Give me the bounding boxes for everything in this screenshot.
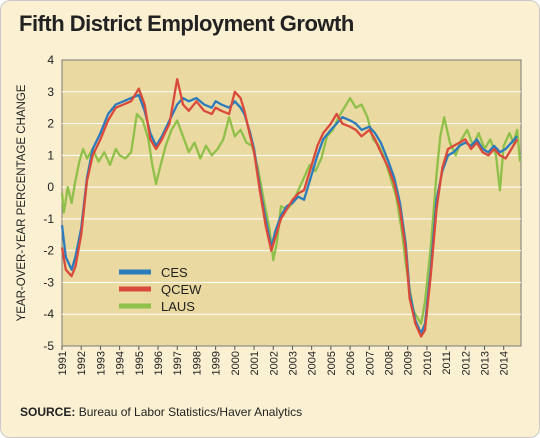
- x-tick-label: 2002: [268, 351, 280, 375]
- x-tick-label: 1992: [76, 351, 88, 375]
- x-tick-label: 2003: [287, 351, 299, 375]
- legend-label-qcew: QCEW: [161, 282, 202, 297]
- x-tick-label: 2004: [307, 351, 319, 375]
- y-tick-label: -1: [43, 212, 54, 226]
- y-tick-label: -3: [43, 275, 54, 289]
- y-tick-label: -2: [43, 244, 54, 258]
- x-tick-label: 1993: [95, 351, 107, 375]
- y-tick-label: -4: [43, 307, 54, 321]
- x-tick-label: 1996: [153, 351, 165, 375]
- x-tick-label: 2009: [403, 351, 415, 375]
- chart-title: Fifth District Employment Growth: [19, 11, 354, 36]
- x-tick-label: 2007: [364, 351, 376, 375]
- y-tick-label: -5: [43, 339, 54, 353]
- y-tick-label: 4: [47, 53, 54, 67]
- x-tick-label: 2014: [499, 351, 511, 375]
- x-tick-label: 2011: [441, 351, 453, 375]
- source-text: Bureau of Labor Statistics/Haver Analyti…: [78, 405, 303, 419]
- x-tick-label: 2005: [326, 351, 338, 375]
- source-label: SOURCE:: [20, 405, 76, 419]
- x-tick-label: 1999: [211, 351, 223, 375]
- x-tick-label: 2000: [230, 351, 242, 375]
- x-tick-label: 2013: [480, 351, 492, 375]
- legend-label-laus: LAUS: [161, 299, 195, 314]
- x-tick-label: 2001: [249, 351, 261, 375]
- y-axis-label: YEAR-OVER-YEAR PERCENTAGE CHANGE: [16, 84, 28, 321]
- legend-label-ces: CES: [161, 265, 188, 280]
- y-tick-label: 0: [47, 180, 54, 194]
- source-note: SOURCE: Bureau of Labor Statistics/Haver…: [20, 405, 302, 419]
- series-line-qcew: [60, 77, 519, 338]
- x-tick-label: 1991: [57, 351, 69, 375]
- series-line-ces: [60, 93, 519, 335]
- x-tick-label: 1994: [115, 351, 127, 375]
- y-tick-label: 1: [47, 148, 54, 162]
- x-tick-label: 1997: [172, 351, 184, 375]
- x-tick-label: 2008: [383, 351, 395, 375]
- y-tick-label: 3: [47, 85, 54, 99]
- x-tick-label: 2012: [460, 351, 472, 375]
- x-tick-label: 2010: [422, 351, 434, 375]
- x-tick-label: 1998: [191, 351, 203, 375]
- x-tick-label: 2006: [345, 351, 357, 375]
- x-tick-label: 1995: [134, 351, 146, 375]
- y-tick-label: 2: [47, 117, 54, 131]
